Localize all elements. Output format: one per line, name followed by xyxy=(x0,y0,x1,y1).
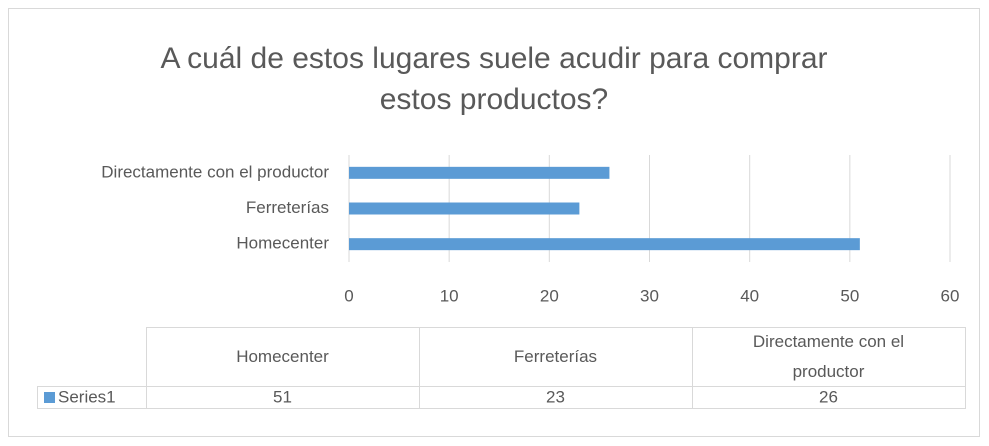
x-tick-label: 0 xyxy=(344,286,353,305)
bar xyxy=(349,202,580,215)
table-header-cell: Directamente con el productor xyxy=(752,331,905,381)
bar xyxy=(349,238,860,251)
legend-label: Series1 xyxy=(58,387,116,406)
bar xyxy=(349,166,610,179)
x-tick-label: 10 xyxy=(440,286,459,305)
x-tick-label: 40 xyxy=(740,286,759,305)
y-tick-label: Directamente con el productor xyxy=(101,162,329,181)
x-tick-label: 20 xyxy=(540,286,559,305)
table-header-cell: Homecenter xyxy=(236,346,329,366)
table-value: 23 xyxy=(546,387,565,406)
chart-title: A cuál de estos lugares suele acudir par… xyxy=(160,42,828,116)
table-header-cell: Ferreterías xyxy=(513,346,598,366)
x-tick-label: 30 xyxy=(640,286,659,305)
chart-border xyxy=(8,8,980,437)
data-table-grid xyxy=(37,327,966,409)
legend-marker xyxy=(44,392,55,403)
table-value: 51 xyxy=(273,387,292,406)
y-tick-label: Homecenter xyxy=(236,234,329,253)
y-tick-label: Ferreterías xyxy=(246,198,329,217)
x-tick-label: 60 xyxy=(941,286,960,305)
table-value: 26 xyxy=(819,387,838,406)
x-tick-label: 50 xyxy=(840,286,859,305)
